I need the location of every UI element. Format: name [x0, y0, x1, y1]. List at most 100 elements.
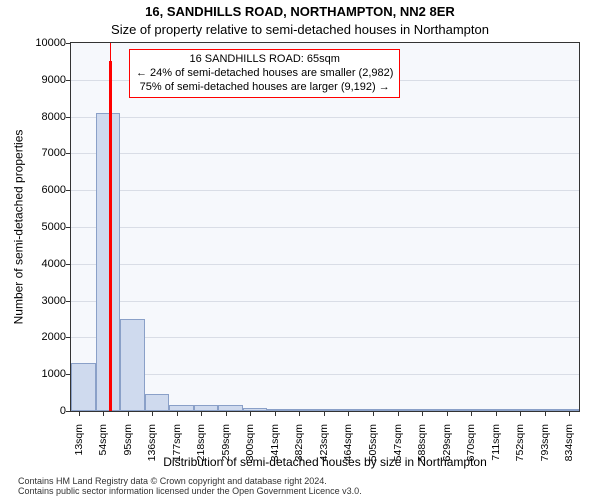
footnote: Contains HM Land Registry data © Crown c… — [18, 476, 362, 496]
y-tick-label: 10000 — [6, 37, 66, 49]
histogram-bar — [316, 409, 341, 411]
footnote-line-2: Contains public sector information licen… — [18, 486, 362, 496]
histogram-bar — [96, 113, 121, 411]
x-tick — [471, 411, 472, 416]
histogram-bar — [365, 409, 390, 411]
y-tick — [66, 117, 71, 118]
x-tick-label: 670sqm — [465, 424, 477, 464]
x-tick-label: 752sqm — [514, 424, 526, 464]
y-tick-label: 5000 — [6, 221, 66, 233]
x-tick — [545, 411, 546, 416]
x-tick — [348, 411, 349, 416]
gridline — [71, 337, 579, 338]
y-tick — [66, 190, 71, 191]
x-tick-label: 95sqm — [122, 424, 134, 464]
y-tick-label: 4000 — [6, 258, 66, 270]
histogram-bar — [267, 409, 292, 411]
x-tick-label: 341sqm — [269, 424, 281, 464]
x-tick — [299, 411, 300, 416]
footnote-line-1: Contains HM Land Registry data © Crown c… — [18, 476, 362, 486]
gridline — [71, 374, 579, 375]
histogram-bar — [145, 394, 170, 411]
x-tick — [422, 411, 423, 416]
y-tick-label: 7000 — [6, 147, 66, 159]
x-tick — [398, 411, 399, 416]
x-tick — [103, 411, 104, 416]
histogram-bar — [512, 409, 537, 411]
y-tick — [66, 411, 71, 412]
chart-title-main: 16, SANDHILLS ROAD, NORTHAMPTON, NN2 8ER — [0, 4, 600, 19]
x-tick — [569, 411, 570, 416]
y-tick — [66, 43, 71, 44]
y-tick — [66, 264, 71, 265]
histogram-bar — [169, 405, 194, 411]
x-tick — [250, 411, 251, 416]
y-tick — [66, 153, 71, 154]
x-tick-label: 218sqm — [195, 424, 207, 464]
y-tick — [66, 301, 71, 302]
histogram-bar — [488, 409, 513, 411]
y-tick-label: 2000 — [6, 331, 66, 343]
x-tick — [520, 411, 521, 416]
gridline — [71, 190, 579, 191]
histogram-bar — [537, 409, 562, 411]
x-tick-label: 629sqm — [441, 424, 453, 464]
x-tick-label: 259sqm — [220, 424, 232, 464]
histogram-bar — [414, 409, 439, 411]
y-tick — [66, 337, 71, 338]
x-tick — [275, 411, 276, 416]
gridline — [71, 153, 579, 154]
x-tick-label: 382sqm — [293, 424, 305, 464]
gridline — [71, 117, 579, 118]
gridline — [71, 301, 579, 302]
histogram-bar — [218, 405, 243, 411]
annotation-line: 16 SANDHILLS ROAD: 65sqm — [136, 53, 393, 67]
x-tick-label: 793sqm — [539, 424, 551, 464]
x-tick-label: 711sqm — [490, 424, 502, 464]
histogram-bar — [341, 409, 366, 411]
histogram-bar — [439, 409, 464, 411]
gridline — [71, 264, 579, 265]
annotation-line: 75% of semi-detached houses are larger (… — [136, 81, 393, 95]
x-tick — [152, 411, 153, 416]
histogram-bar — [71, 363, 96, 411]
x-tick-label: 464sqm — [342, 424, 354, 464]
x-tick-label: 177sqm — [171, 424, 183, 464]
y-tick-label: 9000 — [6, 74, 66, 86]
x-tick — [79, 411, 80, 416]
histogram-bar — [194, 405, 219, 411]
annotation-box: 16 SANDHILLS ROAD: 65sqm← 24% of semi-de… — [129, 49, 400, 98]
y-tick — [66, 80, 71, 81]
chart-plot-area: 16 SANDHILLS ROAD: 65sqm← 24% of semi-de… — [70, 42, 580, 412]
histogram-bar — [390, 409, 415, 411]
x-tick-label: 423sqm — [318, 424, 330, 464]
x-tick-label: 136sqm — [146, 424, 158, 464]
x-tick-label: 505sqm — [367, 424, 379, 464]
x-tick-label: 54sqm — [97, 424, 109, 464]
x-tick — [324, 411, 325, 416]
annotation-line: ← 24% of semi-detached houses are smalle… — [136, 67, 393, 81]
x-tick-label: 834sqm — [563, 424, 575, 464]
x-tick — [226, 411, 227, 416]
x-tick-label: 300sqm — [244, 424, 256, 464]
y-tick-label: 3000 — [6, 295, 66, 307]
gridline — [71, 227, 579, 228]
histogram-bar — [120, 319, 145, 411]
y-tick-label: 8000 — [6, 111, 66, 123]
x-tick — [447, 411, 448, 416]
y-tick — [66, 227, 71, 228]
x-tick — [201, 411, 202, 416]
x-tick-label: 588sqm — [416, 424, 428, 464]
chart-title-sub: Size of property relative to semi-detach… — [0, 22, 600, 37]
histogram-bar — [243, 408, 268, 411]
histogram-bar — [463, 409, 488, 411]
x-tick — [128, 411, 129, 416]
x-tick — [373, 411, 374, 416]
y-tick-label: 1000 — [6, 368, 66, 380]
x-tick — [177, 411, 178, 416]
histogram-bar — [292, 409, 317, 411]
x-tick-label: 13sqm — [73, 424, 85, 464]
y-tick-label: 6000 — [6, 184, 66, 196]
y-tick-label: 0 — [6, 405, 66, 417]
x-tick-label: 547sqm — [392, 424, 404, 464]
